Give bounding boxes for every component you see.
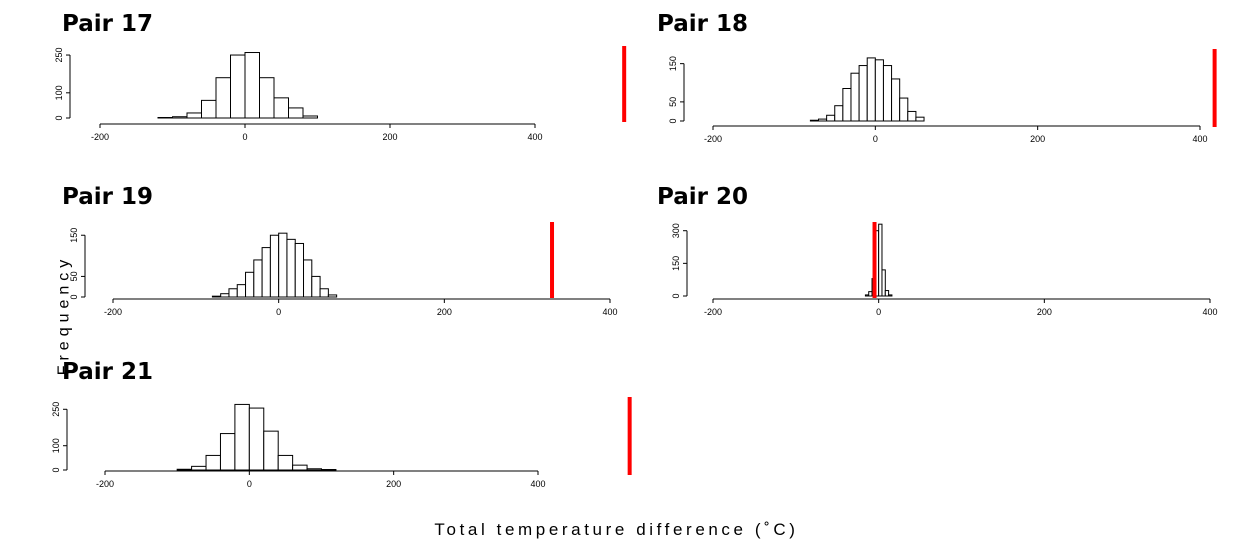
x-tick-label: 0 <box>873 134 878 144</box>
histogram-bar <box>907 110 917 122</box>
histogram-bar <box>311 275 321 298</box>
panel-title: Pair 17 <box>62 11 154 37</box>
y-tick-label: 50 <box>668 97 678 107</box>
y-tick-label: 250 <box>54 48 64 63</box>
y-tick-label: 100 <box>51 438 61 453</box>
x-axis-label: Total temperature difference (˚C) <box>434 520 799 539</box>
panel-title: Pair 18 <box>657 11 749 37</box>
y-tick-label: 250 <box>51 402 61 417</box>
histogram-bar <box>319 288 329 298</box>
histogram-bar <box>884 290 890 297</box>
histogram-bar <box>292 464 308 471</box>
histogram-bar <box>219 433 236 471</box>
x-tick-label: 400 <box>1202 307 1217 317</box>
x-tick-label: 0 <box>876 307 881 317</box>
y-tick-label: 0 <box>51 467 61 472</box>
x-tick-label: 200 <box>1037 307 1052 317</box>
histogram-bar <box>234 403 250 471</box>
y-tick-label: 150 <box>671 256 681 271</box>
histogram-bar <box>321 469 337 471</box>
x-tick-label: 200 <box>386 479 401 489</box>
x-tick-label: 400 <box>530 479 545 489</box>
x-tick-label: 0 <box>242 132 247 142</box>
x-tick-label: -200 <box>91 132 109 142</box>
y-tick-label: 0 <box>671 293 681 298</box>
x-tick-label: 400 <box>527 132 542 142</box>
x-tick-label: 400 <box>1192 134 1207 144</box>
y-tick-label: 0 <box>668 118 678 123</box>
x-tick-label: -200 <box>96 479 114 489</box>
histogram-bar <box>878 223 883 297</box>
histogram-bar <box>327 294 338 298</box>
histogram-bar <box>277 454 294 471</box>
x-tick-label: 200 <box>382 132 397 142</box>
y-tick-label: 150 <box>69 228 79 243</box>
x-tick-label: -200 <box>704 134 722 144</box>
y-tick-label: 0 <box>54 115 64 120</box>
x-tick-label: 200 <box>437 307 452 317</box>
y-tick-label: 0 <box>69 294 79 299</box>
x-tick-label: 400 <box>602 307 617 317</box>
panel-title: Pair 20 <box>657 184 749 210</box>
y-tick-label: 300 <box>671 223 681 238</box>
x-tick-label: 200 <box>1030 134 1045 144</box>
histogram-bar <box>205 454 221 471</box>
histogram-bar <box>306 468 323 471</box>
histogram-bar <box>176 468 193 471</box>
x-tick-label: 0 <box>276 307 281 317</box>
histogram-bar <box>915 116 925 122</box>
histogram-bar <box>248 407 265 471</box>
histogram-bar <box>288 107 304 119</box>
histogram-bar <box>899 97 909 122</box>
panel-title: Pair 19 <box>62 184 154 210</box>
y-tick-label: 100 <box>54 85 64 100</box>
y-tick-label: 150 <box>668 56 678 71</box>
histogram-bar <box>191 465 207 471</box>
x-tick-label: -200 <box>104 307 122 317</box>
x-tick-label: 0 <box>247 479 252 489</box>
histogram-bar <box>881 269 886 297</box>
panel-title: Pair 21 <box>62 359 154 385</box>
y-tick-label: 50 <box>69 271 79 281</box>
histogram-bar <box>302 115 318 119</box>
histogram-bar <box>888 294 893 297</box>
y-axis-label: Frequency <box>55 254 73 376</box>
x-tick-label: -200 <box>704 307 722 317</box>
histogram-bar <box>263 430 279 471</box>
